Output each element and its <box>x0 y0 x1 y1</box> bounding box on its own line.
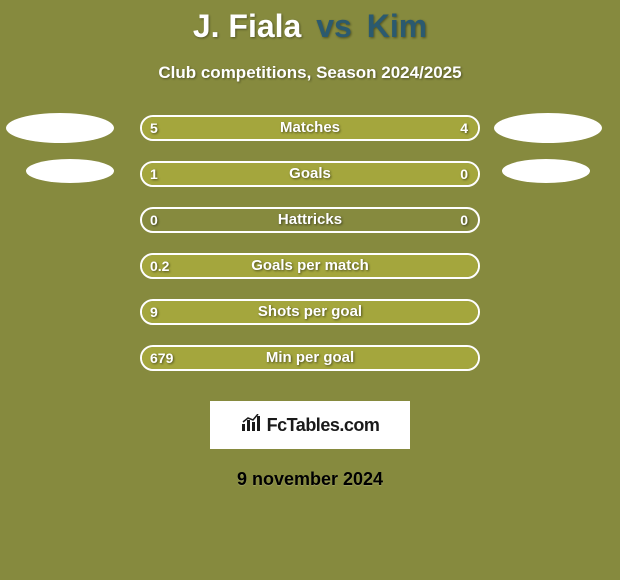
value-left: 0.2 <box>150 253 169 279</box>
bar-left <box>142 255 478 277</box>
player-placeholder <box>502 159 590 183</box>
bar-left <box>142 163 399 185</box>
bar-left <box>142 347 478 369</box>
value-left: 1 <box>150 161 158 187</box>
title-vs: vs <box>316 8 352 44</box>
stat-row: Shots per goal9 <box>0 299 620 345</box>
player-placeholder <box>6 113 114 143</box>
bar-right <box>329 117 478 139</box>
comparison-title: J. Fiala vs Kim <box>0 0 620 45</box>
player-placeholder <box>26 159 114 183</box>
value-right: 0 <box>460 207 468 233</box>
value-left: 679 <box>150 345 173 371</box>
stat-row: Goals per match0.2 <box>0 253 620 299</box>
subtitle: Club competitions, Season 2024/2025 <box>0 63 620 83</box>
bar-container <box>140 345 480 371</box>
chart-icon <box>241 414 263 437</box>
bar-container <box>140 253 480 279</box>
value-left: 0 <box>150 207 158 233</box>
player-right-name: Kim <box>367 8 427 44</box>
bar-container <box>140 161 480 187</box>
value-left: 5 <box>150 115 158 141</box>
logo-box: FcTables.com <box>210 401 410 449</box>
comparison-chart: Matches54Goals10Hattricks00Goals per mat… <box>0 115 620 391</box>
value-right: 0 <box>460 161 468 187</box>
bar-container <box>140 115 480 141</box>
bar-left <box>142 117 329 139</box>
bar-left <box>142 301 478 323</box>
bar-container <box>140 207 480 233</box>
player-left-name: J. Fiala <box>193 8 302 44</box>
value-left: 9 <box>150 299 158 325</box>
stat-row: Hattricks00 <box>0 207 620 253</box>
stat-row: Min per goal679 <box>0 345 620 391</box>
logo-text: FcTables.com <box>267 415 380 436</box>
date-label: 9 november 2024 <box>0 469 620 490</box>
bar-container <box>140 299 480 325</box>
player-placeholder <box>494 113 602 143</box>
value-right: 4 <box>460 115 468 141</box>
